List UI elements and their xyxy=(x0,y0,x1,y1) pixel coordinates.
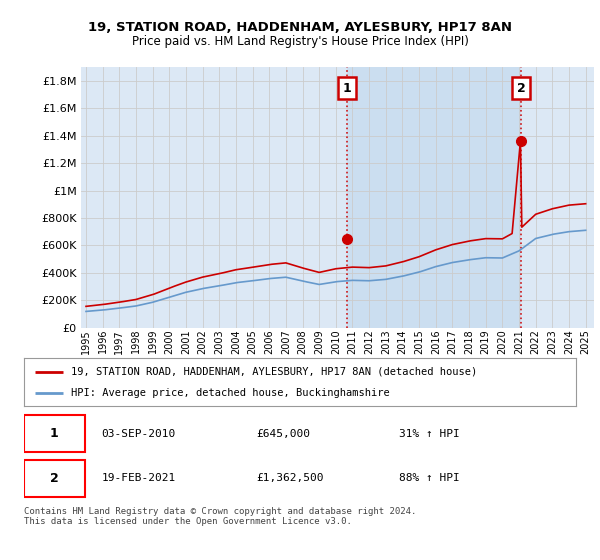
Text: HPI: Average price, detached house, Buckinghamshire: HPI: Average price, detached house, Buck… xyxy=(71,388,389,398)
FancyBboxPatch shape xyxy=(24,416,85,452)
Text: 19, STATION ROAD, HADDENHAM, AYLESBURY, HP17 8AN: 19, STATION ROAD, HADDENHAM, AYLESBURY, … xyxy=(88,21,512,34)
Text: 19-FEB-2021: 19-FEB-2021 xyxy=(101,473,176,483)
Text: 88% ↑ HPI: 88% ↑ HPI xyxy=(400,473,460,483)
Text: 1: 1 xyxy=(343,82,352,95)
Text: 03-SEP-2010: 03-SEP-2010 xyxy=(101,429,176,439)
FancyBboxPatch shape xyxy=(24,460,85,497)
Text: Price paid vs. HM Land Registry's House Price Index (HPI): Price paid vs. HM Land Registry's House … xyxy=(131,35,469,48)
Text: 19, STATION ROAD, HADDENHAM, AYLESBURY, HP17 8AN (detached house): 19, STATION ROAD, HADDENHAM, AYLESBURY, … xyxy=(71,367,477,377)
Text: Contains HM Land Registry data © Crown copyright and database right 2024.
This d: Contains HM Land Registry data © Crown c… xyxy=(24,507,416,526)
Text: £645,000: £645,000 xyxy=(256,429,310,439)
Text: 2: 2 xyxy=(517,82,526,95)
Text: 2: 2 xyxy=(50,472,59,484)
Bar xyxy=(347,67,521,328)
Text: £1,362,500: £1,362,500 xyxy=(256,473,323,483)
Text: 1: 1 xyxy=(50,427,59,440)
Text: 31% ↑ HPI: 31% ↑ HPI xyxy=(400,429,460,439)
